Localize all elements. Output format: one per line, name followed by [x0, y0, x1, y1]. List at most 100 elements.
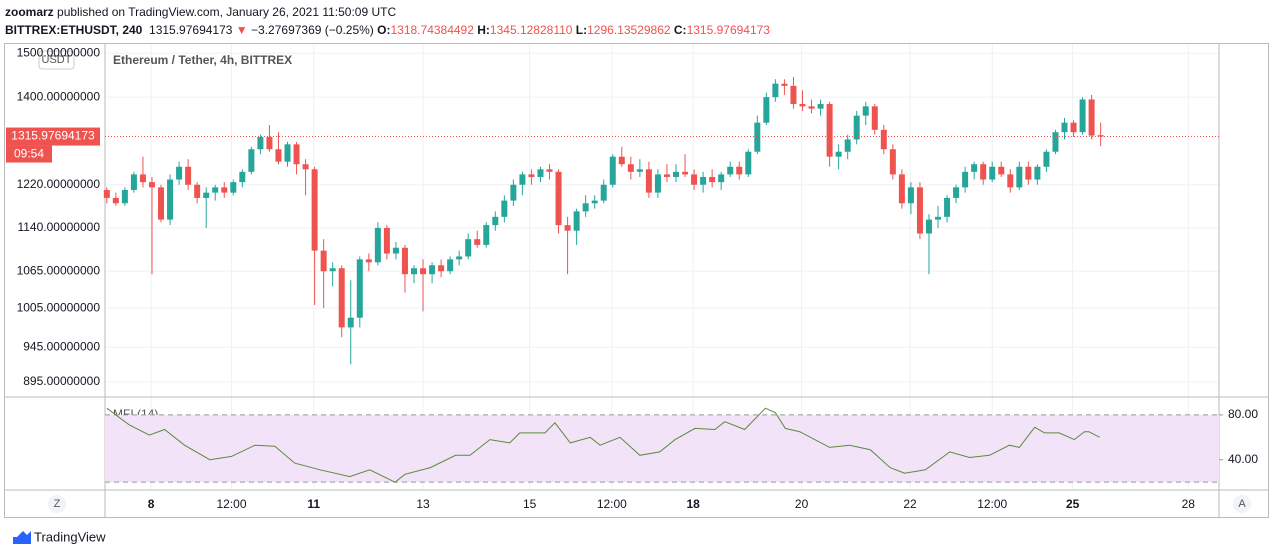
candle-body: [501, 200, 508, 217]
z-button[interactable]: [48, 495, 66, 513]
ohlc-value: 1315.97694173: [686, 23, 770, 37]
candle-body: [627, 164, 634, 172]
candle-body: [618, 156, 625, 165]
candle-body: [338, 268, 345, 328]
candle-body: [519, 174, 526, 185]
candle-body: [275, 149, 282, 162]
candle-body: [944, 197, 951, 217]
candle-body: [564, 225, 571, 231]
candle-body: [158, 187, 165, 220]
currency-box: [38, 50, 75, 70]
x-tick-label: 11: [307, 497, 320, 511]
a-button[interactable]: [1233, 495, 1251, 513]
x-tick-label: 15: [523, 497, 537, 511]
candle-body: [808, 106, 815, 109]
candle-body: [438, 265, 445, 272]
currency: USDT: [42, 54, 72, 66]
candle-body: [600, 184, 607, 201]
y2-tick-label: 40.00: [1228, 452, 1258, 466]
candle-body: [835, 151, 842, 157]
candle-body: [826, 104, 833, 157]
candle-body: [700, 176, 707, 185]
candle-body: [962, 171, 969, 188]
y-tick-label: 1400.00000000: [17, 89, 101, 103]
candle-body: [781, 83, 788, 86]
countdown: 09:54: [14, 147, 44, 161]
candle-body: [953, 187, 960, 198]
candle-body: [862, 106, 869, 116]
candle-body: [645, 169, 652, 193]
candle-body: [203, 192, 210, 198]
candle-body: [510, 184, 517, 201]
candle-body: [447, 259, 454, 272]
candle-body: [329, 268, 336, 272]
candle-body: [383, 227, 390, 254]
direction: ▼: [235, 23, 248, 37]
candle-body: [663, 174, 670, 177]
candle-body: [916, 187, 923, 234]
candle-body: [754, 122, 761, 152]
candle-body: [907, 187, 914, 204]
candle-body: [401, 247, 408, 275]
candle-body: [374, 227, 381, 263]
change: −3.27697369 (−0.25%): [251, 23, 374, 37]
candle-body: [492, 216, 499, 226]
candle-body: [582, 203, 589, 212]
candle-body: [230, 182, 237, 193]
candle-body: [302, 164, 309, 170]
candle-body: [745, 151, 752, 175]
candle-body: [239, 171, 246, 183]
candle-body: [980, 164, 987, 180]
x-tick-label: 12:00: [597, 497, 627, 511]
candle-body: [420, 268, 427, 275]
candle-body: [673, 171, 680, 177]
candle-body: [609, 156, 616, 185]
candle-body: [799, 104, 806, 107]
candle-body: [465, 239, 472, 257]
x-tick-label: 12:00: [216, 497, 246, 511]
candle-body: [429, 265, 436, 275]
x-tick-label: 8: [148, 497, 155, 511]
candle-body: [880, 129, 887, 150]
a-label[interactable]: A: [1238, 498, 1246, 510]
candle-body: [1079, 99, 1086, 133]
candle-body: [555, 171, 562, 226]
mfi-line: [106, 407, 1100, 483]
candle-body: [474, 239, 481, 245]
candle-body: [763, 97, 770, 123]
candle-body: [889, 149, 896, 175]
published: published on TradingView.com, January 26…: [57, 5, 397, 19]
candle-body: [989, 166, 996, 180]
candle-body: [1034, 166, 1041, 180]
ohlc: O:1318.74384492 H:1345.12828110 L:1296.1…: [377, 23, 770, 37]
ohlc-label: O:: [377, 23, 391, 37]
y-tick-label: 895.00000000: [23, 374, 100, 388]
candle-body: [925, 219, 932, 234]
candle-body: [1088, 99, 1095, 136]
candle-body: [844, 139, 851, 152]
candle-body: [194, 184, 201, 198]
ohlc-value: 1318.74384492: [390, 23, 474, 37]
logo-icon: [6, 531, 31, 544]
chart-title: Ethereum / Tether, 4h, BITTREX: [113, 53, 292, 67]
candle-body: [347, 317, 354, 328]
candle-body: [718, 174, 725, 183]
x-tick-label: 22: [903, 497, 917, 511]
z-label[interactable]: Z: [54, 498, 61, 510]
candle-body: [1052, 132, 1059, 152]
candle-body: [139, 174, 146, 183]
candle-body: [456, 256, 463, 260]
countdown-box: [6, 145, 52, 163]
ohlc-label: C:: [673, 23, 687, 37]
symbol-line: BITTREX:ETHUSDT, 240 1315.97694173 ▼ −3.…: [5, 23, 770, 37]
candle-body: [528, 174, 535, 177]
candle-body: [176, 166, 183, 180]
candle-body: [772, 83, 779, 98]
candle-body: [212, 187, 219, 193]
candle-body: [103, 189, 110, 198]
candle-body: [573, 211, 580, 231]
price-label-box: [6, 127, 100, 146]
candle-body: [1070, 122, 1077, 133]
candle-body: [709, 176, 716, 183]
